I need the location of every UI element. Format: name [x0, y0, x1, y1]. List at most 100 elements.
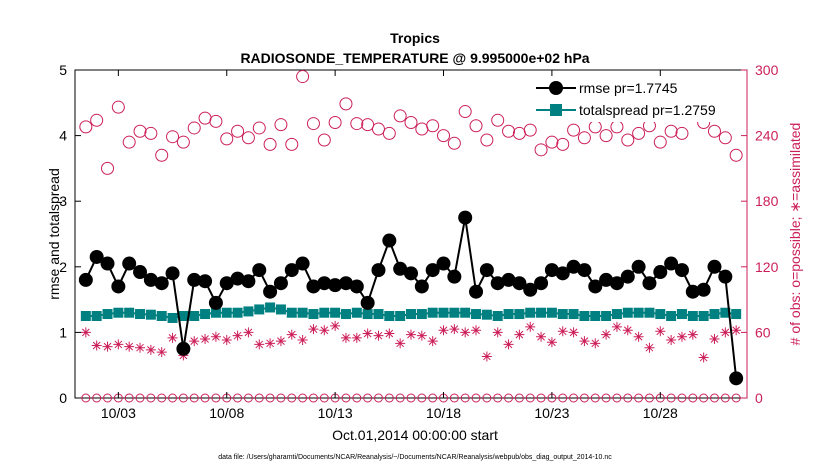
assimilated-obs-marker: [709, 333, 720, 344]
possible-obs-marker: [274, 118, 288, 132]
rmse-marker: [609, 276, 624, 291]
rmse-marker: [89, 249, 104, 264]
totalspread-marker: [275, 304, 286, 315]
possible-obs-marker: [176, 135, 190, 149]
possible-obs-marker: [263, 137, 277, 151]
rmse-marker: [479, 263, 494, 278]
rmse-marker: [360, 295, 375, 310]
possible-obs-marker: [632, 126, 646, 140]
assimilated-obs-marker: [720, 327, 731, 338]
possible-obs-marker: [664, 124, 678, 138]
y-left-tick-label: 1: [59, 324, 67, 340]
zero-obs-marker: [200, 393, 210, 403]
assimilated-obs-marker: [601, 329, 612, 340]
rmse-marker: [111, 279, 126, 294]
assimilated-obs-marker: [91, 340, 102, 351]
rmse-marker: [219, 276, 234, 291]
possible-obs-marker: [480, 133, 494, 147]
rmse-marker: [338, 276, 353, 291]
assimilated-obs-marker: [113, 339, 124, 350]
rmse-marker: [252, 263, 267, 278]
zero-obs-marker: [319, 393, 329, 403]
y-right-tick-label: 180: [755, 193, 779, 209]
totalspread-marker: [221, 307, 232, 318]
zero-obs-marker: [699, 393, 709, 403]
rmse-marker: [176, 341, 191, 356]
rmse-marker: [447, 269, 462, 284]
rmse-marker: [512, 276, 527, 291]
possible-obs-marker: [231, 124, 245, 138]
legend-box: [527, 76, 742, 122]
assimilated-obs-marker: [503, 339, 514, 350]
totalspread-marker: [308, 309, 319, 320]
zero-obs-marker: [525, 393, 535, 403]
assimilated-obs-marker: [676, 331, 687, 342]
totalspread-marker: [416, 309, 427, 320]
possible-obs-marker: [187, 121, 201, 135]
zero-obs-marker: [623, 393, 633, 403]
possible-obs-marker: [393, 109, 407, 123]
zero-obs-marker: [81, 393, 91, 403]
y-right-tick-label: 0: [755, 390, 763, 406]
assimilated-obs-marker: [308, 324, 319, 335]
assimilated-obs-marker: [200, 333, 211, 344]
possible-obs-marker: [285, 137, 299, 151]
possible-obs-marker: [426, 119, 440, 133]
legend-spread-label: totalspread pr=1.2759: [579, 102, 716, 118]
totalspread-marker: [471, 309, 482, 320]
axes-layer: 0 1 2 3 4 5 0 60 120 180 240 300 10/03 10/08 10/13 10/1…: [59, 62, 778, 421]
data-file-footnote: data file: /Users/gharamti/Documents/NCA…: [218, 454, 612, 461]
y-axis-label-left: rmse and totalspread: [46, 168, 62, 300]
rmse-marker: [469, 284, 484, 299]
assimilated-obs-marker: [460, 327, 471, 338]
possible-obs-marker: [144, 126, 158, 140]
possible-obs-marker: [241, 131, 255, 145]
assimilated-obs-marker: [666, 335, 677, 346]
assimilated-obs-marker: [362, 328, 373, 339]
zero-obs-marker: [308, 393, 318, 403]
possible-obs-marker: [675, 126, 689, 140]
totalspread-marker: [265, 302, 276, 313]
totalspread-marker: [91, 311, 102, 321]
totalspread-marker: [611, 309, 622, 320]
assimilated-obs-marker: [546, 337, 557, 348]
zero-obs-marker: [417, 393, 427, 403]
zero-obs-marker: [168, 393, 178, 403]
assimilated-obs-marker: [731, 325, 742, 336]
rmse-marker: [154, 276, 169, 291]
rmse-marker: [284, 263, 299, 278]
zero-obs-marker: [460, 393, 470, 403]
x-tick-label: 10/03: [101, 405, 136, 421]
zero-obs-marker: [644, 393, 654, 403]
plot-layer: [78, 70, 744, 403]
x-tick-label: 10/28: [643, 405, 678, 421]
x-tick-label: 10/18: [426, 405, 461, 421]
assimilated-obs-marker: [568, 327, 579, 338]
assimilated-obs-marker: [232, 330, 243, 341]
rmse-marker: [241, 274, 256, 289]
totalspread-marker: [514, 309, 525, 320]
assimilated-obs-marker: [492, 327, 503, 338]
possible-obs-marker: [317, 133, 331, 147]
zero-obs-marker: [590, 393, 600, 403]
totalspread-marker: [698, 311, 709, 321]
zero-obs-marker: [298, 393, 308, 403]
rmse-marker: [78, 272, 93, 287]
rmse-marker: [208, 295, 223, 310]
totalspread-marker: [113, 307, 124, 318]
rmse-marker: [685, 284, 700, 299]
totalspread-marker: [330, 307, 341, 318]
assimilated-obs-marker: [167, 332, 178, 343]
rmse-marker: [100, 256, 115, 271]
assimilated-obs-marker: [427, 336, 438, 347]
assimilated-obs-marker: [297, 335, 308, 346]
rmse-marker: [414, 279, 429, 294]
possible-obs-marker: [209, 114, 223, 128]
rmse-marker: [588, 279, 603, 294]
assimilated-obs-marker: [655, 326, 666, 337]
totalspread-marker: [427, 307, 438, 318]
rmse-marker: [707, 259, 722, 274]
possible-obs-marker: [718, 131, 732, 145]
rmse-marker: [523, 282, 538, 297]
